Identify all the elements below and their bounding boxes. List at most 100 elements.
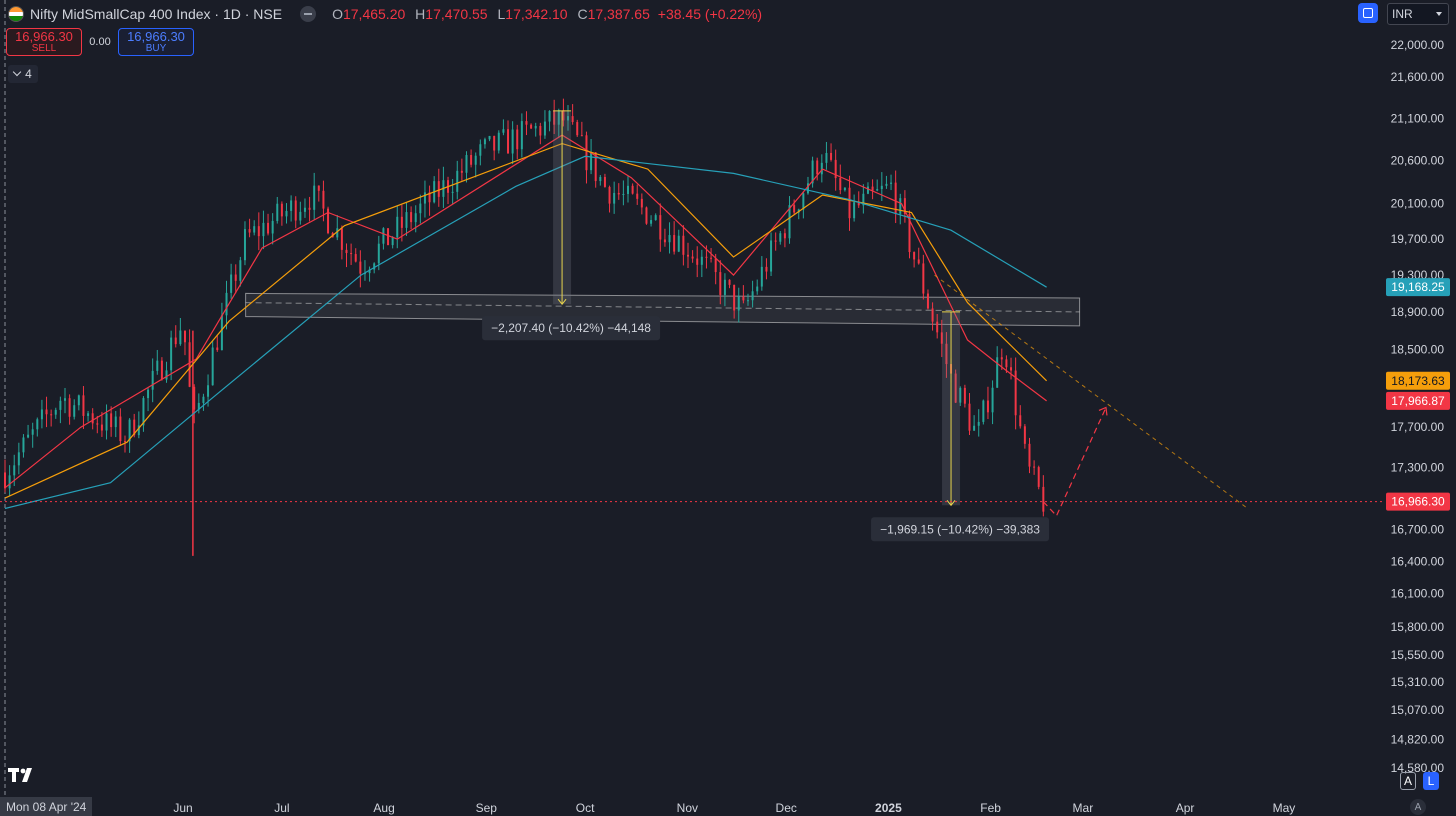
candle-body — [340, 228, 343, 250]
y-tick-label: 15,070.00 — [1391, 703, 1445, 717]
candle-body — [825, 152, 828, 163]
candle-body — [594, 152, 597, 182]
candle-body — [820, 162, 823, 175]
candle-body — [40, 409, 43, 420]
candle-body — [373, 263, 376, 270]
candle-body — [377, 243, 380, 264]
candle-body — [239, 260, 242, 281]
symbol-header: Nifty MidSmallCap 400 Index · 1D · NSE O… — [8, 4, 762, 24]
candle-body — [396, 216, 399, 238]
candle-body — [91, 413, 94, 424]
range-rectangle[interactable] — [245, 292, 1081, 327]
candle-body — [220, 315, 223, 351]
candle-body — [188, 342, 191, 387]
candle-body — [216, 347, 219, 351]
candle-body — [931, 308, 934, 322]
indicators-toggle[interactable]: 4 — [8, 65, 38, 83]
candle-body — [811, 160, 814, 184]
measure-tools[interactable]: −2,207.40 (−10.42%) −44,148 −1,969.15 (−1… — [482, 110, 1050, 542]
india-flag-icon — [8, 6, 24, 22]
auto-label[interactable]: A — [1410, 799, 1426, 815]
candle-body — [830, 152, 833, 160]
x-tick-label: Nov — [677, 801, 698, 815]
candle-body — [922, 263, 925, 294]
candle-body — [174, 337, 177, 345]
candle-body — [507, 129, 510, 154]
candle-body — [451, 191, 454, 193]
candle-body — [8, 475, 11, 489]
candle-body — [110, 413, 113, 428]
candle-body — [497, 132, 500, 151]
x-tick-label: Dec — [776, 801, 797, 815]
candle-body — [571, 116, 574, 123]
candle-body — [973, 425, 976, 431]
candle-body — [668, 235, 671, 243]
candle-body — [756, 286, 759, 292]
measure-label-box — [482, 316, 661, 341]
candle-body — [682, 235, 685, 255]
symbol-title[interactable]: Nifty MidSmallCap 400 Index · 1D · NSE — [30, 6, 283, 22]
candle-body — [137, 425, 140, 436]
projection-path — [1042, 407, 1107, 517]
x-tick-label: May — [1273, 801, 1296, 815]
time-axis[interactable]: Jun Jul Aug Sep Oct Nov Dec 2025 Feb Mar Apr May — [173, 801, 1295, 815]
buy-button[interactable]: 16,966.30 BUY — [118, 28, 194, 56]
candle-body — [913, 252, 916, 260]
candle-body — [991, 387, 994, 413]
range-box-midline — [245, 302, 1080, 313]
y-tick-label: 15,800.00 — [1391, 620, 1445, 634]
projection-arrow — [1098, 406, 1108, 416]
candle-body — [267, 222, 270, 234]
spread-value: 0.00 — [89, 36, 111, 48]
trend-lines[interactable] — [934, 274, 1249, 517]
x-tick-label: Jul — [274, 801, 289, 815]
y-tick-label: 18,500.00 — [1391, 343, 1445, 357]
x-tick-label: Apr — [1176, 801, 1195, 815]
y-tick-label: 17,700.00 — [1391, 420, 1445, 434]
currency-select[interactable]: INR — [1387, 3, 1449, 25]
candle-body — [760, 266, 763, 287]
candle-body — [742, 296, 745, 301]
price-label-box — [1386, 492, 1450, 511]
candle-body — [502, 129, 505, 133]
candle-body — [774, 240, 777, 242]
candle-body — [636, 193, 639, 199]
y-tick-label: 16,400.00 — [1391, 554, 1445, 568]
candle-body — [474, 155, 477, 165]
candle-body — [705, 256, 708, 258]
y-tick-label: 15,550.00 — [1391, 648, 1445, 662]
candle-body — [45, 409, 48, 415]
candle-body — [160, 360, 163, 380]
candle-body — [770, 240, 773, 272]
price-label-box — [1386, 278, 1450, 297]
candle-body — [151, 370, 154, 390]
candle-body — [36, 419, 39, 430]
sell-button[interactable]: 16,966.30 SELL — [6, 28, 82, 56]
candle-body — [1010, 367, 1013, 371]
x-tick-label: 2025 — [875, 801, 902, 815]
y-tick-label: 20,100.00 — [1391, 197, 1445, 211]
candle-body — [710, 257, 713, 259]
candle-body — [410, 212, 413, 223]
candle-body — [54, 409, 57, 415]
y-tick-label: 22,000.00 — [1391, 38, 1445, 52]
candle-body — [677, 235, 680, 252]
candle-body — [488, 135, 491, 140]
candle-body — [285, 210, 288, 217]
candle-body — [885, 183, 888, 186]
trading-panel: 16,966.30 SELL 0.00 16,966.30 BUY — [6, 28, 194, 56]
candle-body — [470, 155, 473, 165]
log-scale-button[interactable]: L — [1423, 772, 1439, 790]
hide-indicators-icon[interactable] — [300, 6, 317, 22]
candle-body — [179, 330, 182, 345]
y-tick-label: 15,310.00 — [1391, 675, 1445, 689]
candle-body — [207, 385, 210, 397]
candle-body — [1042, 486, 1045, 512]
candle-body — [1005, 359, 1008, 368]
fullscreen-icon[interactable] — [1358, 3, 1378, 23]
measure-label-box — [871, 517, 1050, 542]
price-label-text: 17,966.87 — [1391, 394, 1445, 408]
candle-body — [17, 452, 20, 466]
auto-scale-button[interactable]: A — [1400, 772, 1416, 790]
